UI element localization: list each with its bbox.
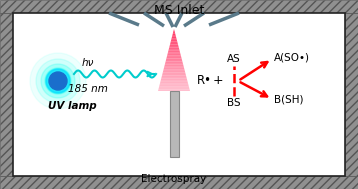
Bar <box>0 176 358 189</box>
Polygon shape <box>173 34 176 35</box>
Bar <box>345 13 358 176</box>
Polygon shape <box>171 40 177 41</box>
Polygon shape <box>161 75 187 77</box>
Text: A(SO•): A(SO•) <box>274 53 310 63</box>
Polygon shape <box>165 63 183 65</box>
Polygon shape <box>165 62 183 63</box>
Polygon shape <box>170 43 178 44</box>
Text: 185 nm: 185 nm <box>68 84 108 94</box>
Circle shape <box>46 69 70 93</box>
Polygon shape <box>164 65 184 66</box>
Text: BS: BS <box>227 98 241 108</box>
Polygon shape <box>158 89 190 91</box>
Text: AS: AS <box>227 54 241 64</box>
Circle shape <box>45 68 71 94</box>
Polygon shape <box>163 69 185 71</box>
Polygon shape <box>163 71 185 72</box>
Polygon shape <box>166 57 182 58</box>
Text: Electrospray: Electrospray <box>141 174 207 184</box>
Polygon shape <box>172 35 176 37</box>
Polygon shape <box>166 58 182 60</box>
Polygon shape <box>168 51 180 52</box>
Polygon shape <box>166 60 182 62</box>
Bar <box>0 0 358 13</box>
Polygon shape <box>167 54 181 55</box>
Polygon shape <box>169 48 179 49</box>
Polygon shape <box>161 77 187 79</box>
Bar <box>0 13 13 176</box>
Polygon shape <box>161 79 187 80</box>
Circle shape <box>49 72 67 90</box>
Bar <box>170 91 179 157</box>
Polygon shape <box>159 86 189 88</box>
Polygon shape <box>170 44 178 46</box>
Polygon shape <box>158 88 190 89</box>
Polygon shape <box>160 82 188 83</box>
Polygon shape <box>169 46 179 48</box>
Bar <box>13 13 345 176</box>
Polygon shape <box>160 83 188 85</box>
Polygon shape <box>170 41 178 43</box>
Polygon shape <box>167 55 181 57</box>
Polygon shape <box>159 85 189 86</box>
Polygon shape <box>168 49 180 51</box>
Circle shape <box>30 53 86 109</box>
Polygon shape <box>171 38 177 40</box>
Text: B(SH): B(SH) <box>274 94 304 104</box>
Text: UV lamp: UV lamp <box>48 101 97 111</box>
Polygon shape <box>160 80 188 82</box>
Text: R•: R• <box>197 74 212 88</box>
Text: hν: hν <box>82 58 95 68</box>
Polygon shape <box>164 68 184 69</box>
Circle shape <box>41 64 75 98</box>
Text: +: + <box>213 74 223 88</box>
Text: MS Inlet: MS Inlet <box>154 4 204 17</box>
Polygon shape <box>173 31 175 32</box>
Polygon shape <box>168 52 180 54</box>
Polygon shape <box>164 66 184 68</box>
Polygon shape <box>173 32 175 34</box>
Polygon shape <box>171 37 176 38</box>
Polygon shape <box>163 72 185 74</box>
Polygon shape <box>162 74 186 75</box>
Circle shape <box>36 59 80 103</box>
